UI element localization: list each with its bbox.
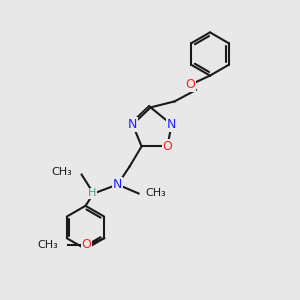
Text: O: O xyxy=(186,78,195,91)
Text: N: N xyxy=(128,118,137,131)
Text: CH₃: CH₃ xyxy=(145,188,166,199)
Text: H: H xyxy=(88,188,96,199)
Text: CH₃: CH₃ xyxy=(38,240,58,250)
Text: O: O xyxy=(81,238,91,251)
Text: N: N xyxy=(167,118,176,131)
Text: CH₃: CH₃ xyxy=(52,167,73,177)
Text: O: O xyxy=(163,140,172,153)
Text: N: N xyxy=(113,178,122,191)
